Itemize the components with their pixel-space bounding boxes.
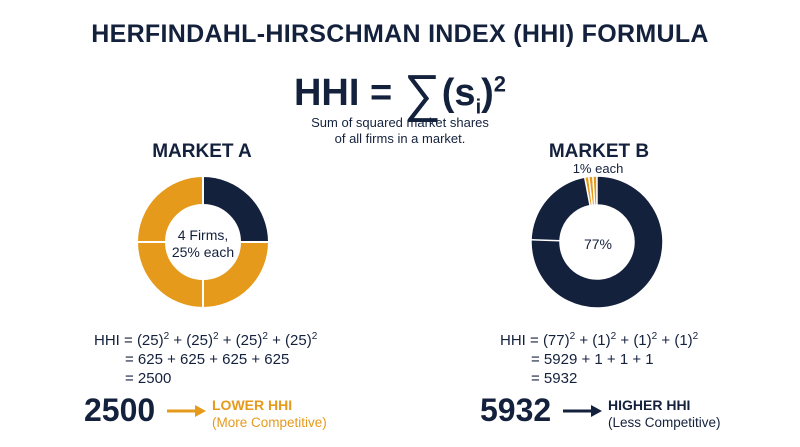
description-line-2: of all firms in a market.: [334, 131, 466, 146]
market-a-calc-line-1: HHI = (25)2 + (25)2 + (25)2 + (25)2: [94, 331, 318, 349]
sigma-symbol: ∑: [403, 65, 441, 123]
market-a-calculation: HHI = (25)2 + (25)2 + (25)2 + (25)2 = 62…: [94, 327, 317, 388]
market-a-slice-4: [137, 176, 204, 243]
market-b-title: MARKET B: [548, 141, 650, 162]
market-a-center-line-2: 25% each: [171, 244, 235, 260]
market-b-calc-line-2: = 5929 + 1 + 1 + 1: [531, 351, 654, 368]
market-a-hhi-value: 2500: [84, 392, 156, 428]
market-a-donut-chart: [137, 176, 269, 308]
market-b-result-label: HIGHER HHI: [608, 397, 691, 413]
formula-lhs: HHI =: [293, 72, 403, 114]
market-a-title: MARKET A: [152, 141, 252, 162]
formula-description: Sum of squared market shares of all firm…: [250, 115, 550, 147]
market-b-calc-line-3: = 5932: [531, 370, 578, 387]
market-b-calculation: HHI = (77)2 + (1)2 + (1)2 + (1)2 = 5929 …: [500, 327, 698, 388]
market-a-result-label: LOWER HHI: [212, 397, 293, 413]
market-b-divider: [531, 238, 561, 242]
market-b-slice-1: [531, 176, 663, 308]
market-b-result-sublabel: (Less Competitive): [608, 415, 721, 430]
arrow-right-icon: [167, 405, 206, 417]
formula-open: (s: [441, 72, 476, 114]
market-a-result: LOWER HHI (More Competitive): [212, 396, 327, 432]
description-line-1: Sum of squared market shares: [311, 115, 489, 130]
arrow-right-icon: [563, 405, 602, 417]
market-a-result-sublabel: (More Competitive): [212, 415, 327, 430]
formula-exponent: 2: [493, 71, 507, 97]
hhi-formula: HHI = ∑(si)2: [0, 58, 800, 123]
market-b-calc-line-1: HHI = (77)2 + (1)2 + (1)2 + (1)2: [500, 331, 699, 349]
market-b-hhi-value: 5932: [480, 392, 552, 428]
market-a-calc-line-2: = 625 + 625 + 625 + 625: [125, 351, 290, 368]
formula-subscript: i: [475, 96, 482, 119]
market-a-calc-line-3: = 2500: [125, 370, 172, 387]
formula-close: ): [481, 72, 494, 114]
page-title: HERFINDAHL-HIRSCHMAN INDEX (HHI) FORMULA: [91, 20, 709, 48]
market-b-small-share-note: 1% each: [572, 161, 624, 176]
market-b-center-label: 77%: [583, 236, 613, 252]
market-b-result: HIGHER HHI (Less Competitive): [608, 396, 721, 432]
market-a-center-line-1: 4 Firms,: [177, 227, 229, 243]
market-a-center-label: 4 Firms, 25% each: [153, 227, 253, 261]
market-b-donut-chart: [531, 176, 663, 308]
